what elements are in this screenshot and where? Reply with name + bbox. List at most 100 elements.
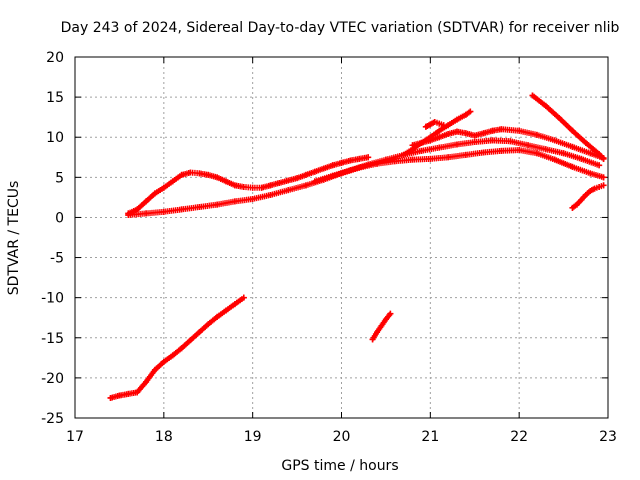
data-point — [276, 179, 283, 186]
data-point — [347, 167, 354, 174]
data-point — [596, 183, 603, 190]
data-point — [267, 182, 274, 189]
y-tick-label: 0 — [55, 210, 64, 226]
data-point — [462, 111, 469, 118]
data-point — [187, 169, 194, 176]
y-tick-label: 10 — [46, 130, 64, 146]
data-point — [116, 392, 123, 399]
data-point — [169, 352, 176, 359]
data-point — [578, 196, 585, 203]
data-point — [134, 206, 141, 213]
x-tick-label: 20 — [333, 429, 351, 445]
data-point — [178, 345, 185, 352]
data-point — [347, 157, 354, 164]
data-point — [196, 170, 203, 177]
grid — [75, 57, 608, 418]
series-arc-fall — [529, 92, 607, 162]
data-point — [600, 155, 607, 162]
y-tick-label: 15 — [46, 90, 64, 106]
data-point — [240, 294, 247, 301]
data-point — [453, 141, 460, 148]
x-tick-label: 21 — [421, 429, 439, 445]
data-point — [356, 155, 363, 162]
data-point — [178, 206, 185, 213]
data-point — [569, 127, 576, 134]
data-point — [143, 378, 150, 385]
data-point — [596, 162, 603, 169]
data-point — [516, 127, 523, 134]
data-point — [587, 150, 594, 157]
data-point — [600, 182, 607, 189]
data-point — [107, 394, 114, 401]
data-point — [467, 108, 474, 115]
data-point — [214, 201, 221, 208]
series-marker-trail — [529, 92, 607, 162]
data-point — [471, 132, 478, 139]
data-point — [556, 114, 563, 121]
data-point — [249, 195, 256, 202]
y-tick-label: -15 — [41, 331, 64, 347]
data-point — [578, 155, 585, 162]
data-point — [569, 204, 576, 211]
data-point — [480, 130, 487, 137]
data-point — [507, 138, 514, 145]
data-point — [311, 178, 318, 185]
data-point — [143, 198, 150, 205]
data-point — [187, 337, 194, 344]
data-point — [382, 156, 389, 163]
data-point — [378, 322, 385, 329]
data-point — [196, 329, 203, 336]
x-tick-label: 22 — [510, 429, 528, 445]
series-marker-trail — [125, 154, 372, 217]
axis-ticks: 17 18 19 20 21 22 23 -25 -20 -15 -10 -5 0 5 10 15 20 — [41, 50, 617, 445]
data-point — [214, 313, 221, 320]
series-arc-blip — [422, 118, 447, 130]
data-point — [369, 336, 376, 343]
data-point — [480, 149, 487, 156]
x-tick-label: 23 — [599, 429, 617, 445]
series-arc-rise — [400, 108, 474, 158]
data-point — [365, 161, 372, 168]
data-point — [431, 118, 438, 125]
data-point — [240, 183, 247, 190]
x-tick-label: 17 — [66, 429, 84, 445]
data-point — [436, 120, 443, 127]
y-tick-label: -5 — [50, 251, 64, 267]
data-point — [169, 178, 176, 185]
data-point — [231, 182, 238, 189]
data-point — [387, 310, 394, 317]
data-point — [329, 162, 336, 169]
data-point — [600, 174, 607, 181]
data-point — [258, 184, 265, 191]
data-point — [462, 130, 469, 137]
data-point — [267, 191, 274, 198]
data-point — [400, 151, 407, 158]
data-point — [551, 156, 558, 163]
data-point — [427, 134, 434, 141]
data-point — [533, 131, 540, 138]
data-point — [382, 316, 389, 323]
data-point — [302, 171, 309, 178]
data-point — [143, 210, 150, 217]
data-point — [560, 150, 567, 157]
data-point — [489, 137, 496, 144]
data-point — [569, 143, 576, 150]
data-point — [489, 127, 496, 134]
data-point — [436, 144, 443, 151]
data-point — [471, 139, 478, 146]
data-point — [205, 171, 212, 178]
data-point — [462, 151, 469, 158]
data-point — [427, 121, 434, 128]
x-tick-label: 18 — [155, 429, 173, 445]
data-point — [294, 175, 301, 182]
series-arc-hump — [125, 154, 372, 217]
data-point — [151, 190, 158, 197]
data-point — [427, 155, 434, 162]
data-point — [205, 321, 212, 328]
data-point — [249, 184, 256, 191]
data-point — [320, 165, 327, 172]
data-point — [125, 212, 132, 219]
data-point — [436, 127, 443, 134]
data-point — [516, 147, 523, 154]
